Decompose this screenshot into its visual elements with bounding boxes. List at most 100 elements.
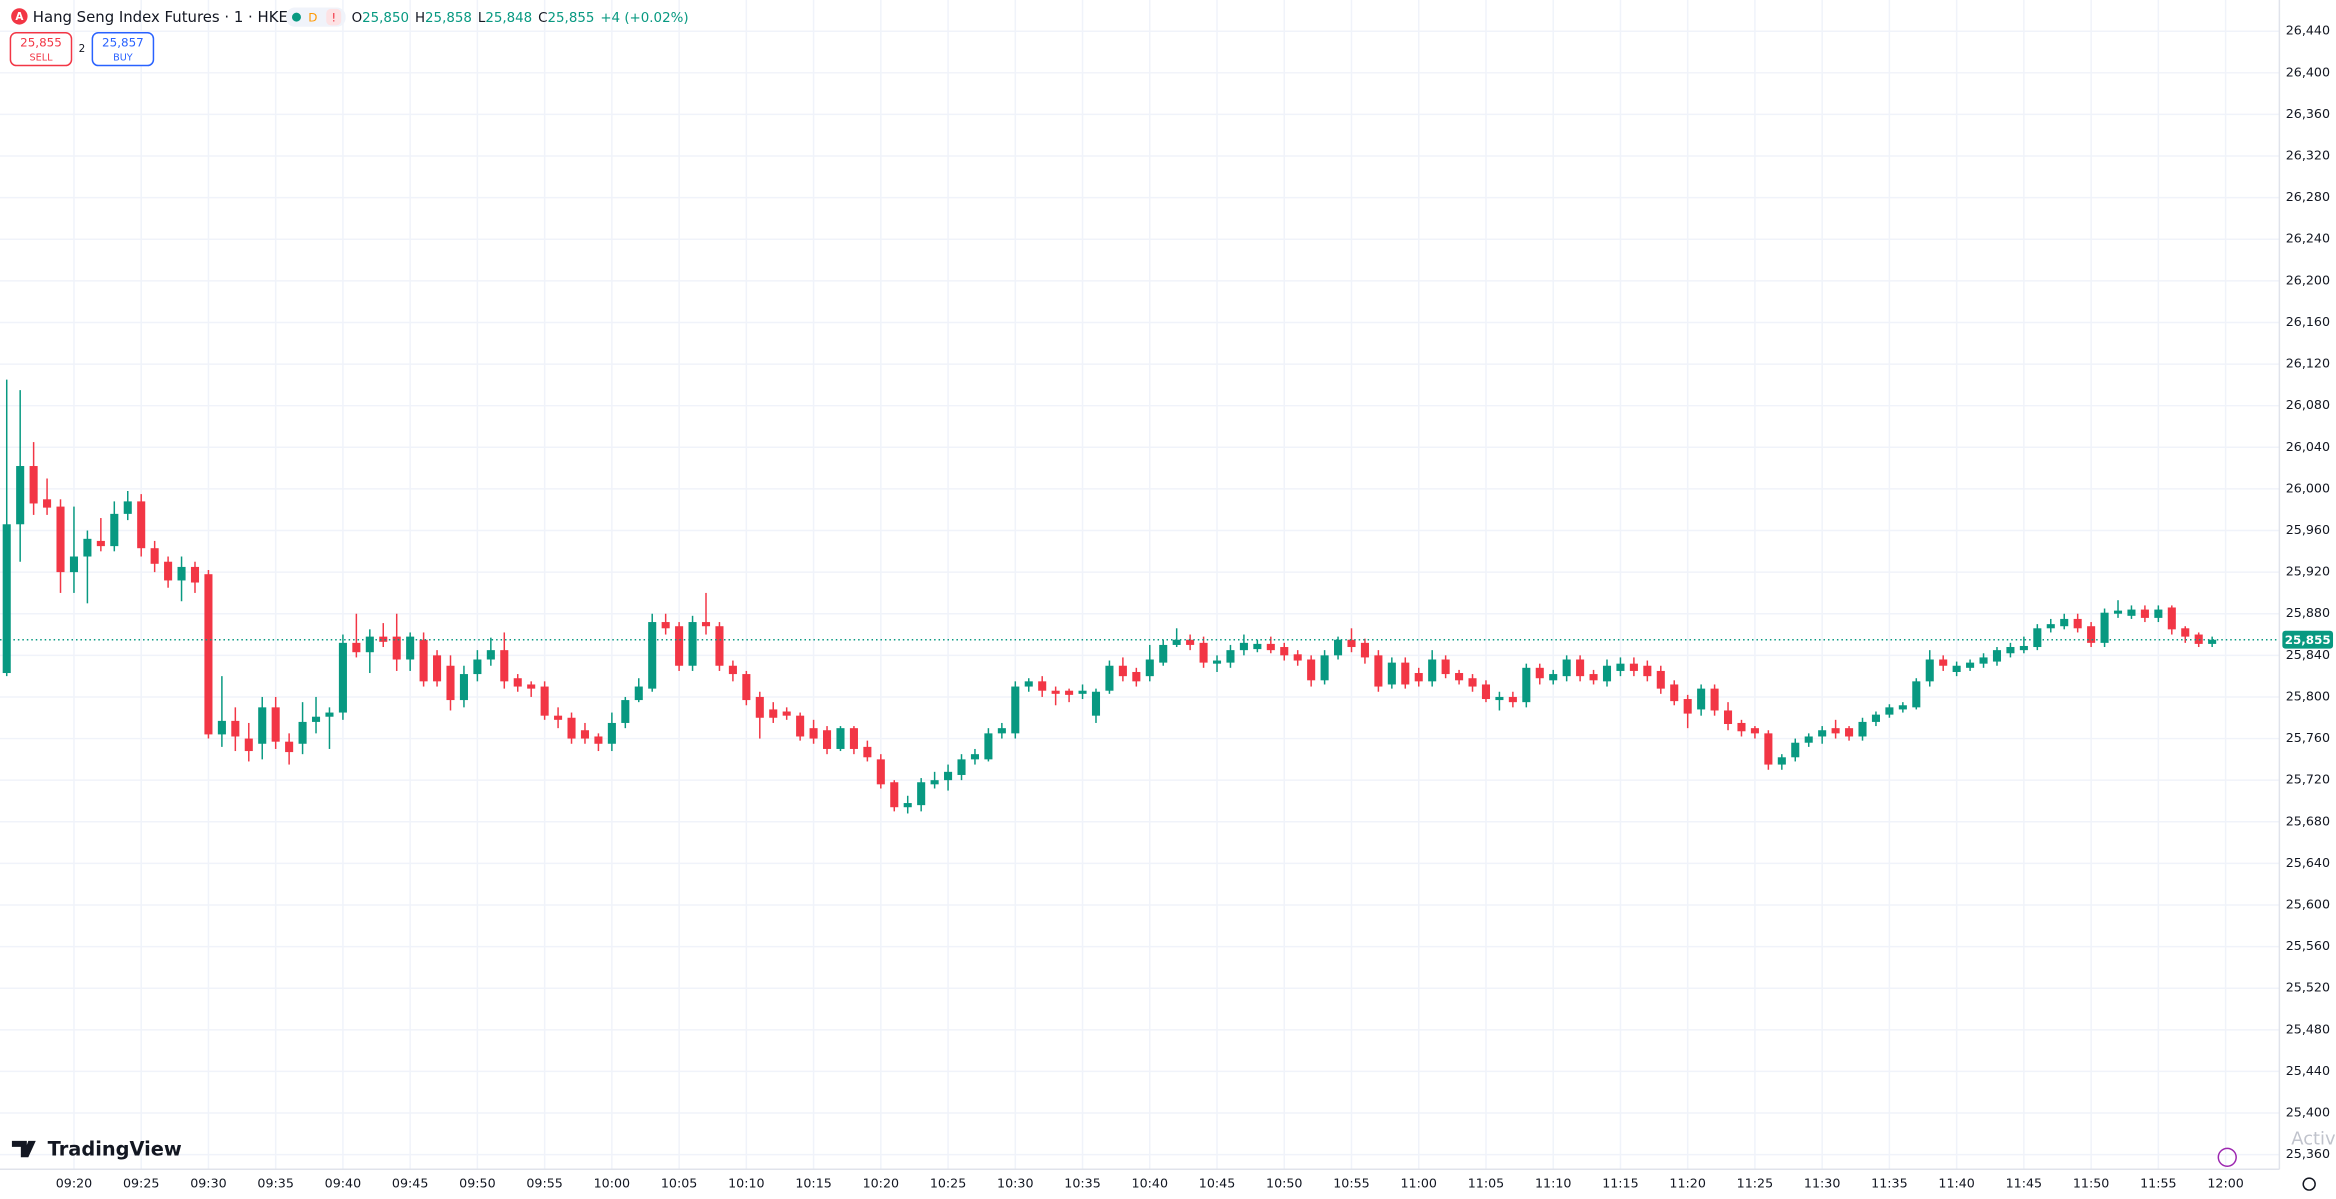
legend-header: A Hang Seng Index Futures · 1 · HKEX D !… <box>9 7 689 67</box>
candle-body <box>2033 628 2042 648</box>
candle-body <box>2154 609 2163 618</box>
x-tick-label: 11:40 <box>1938 1176 1974 1191</box>
y-tick-label: 25,800 <box>2286 688 2330 703</box>
status-flag-bg <box>326 8 342 26</box>
x-tick-label: 09:45 <box>392 1176 428 1191</box>
candle-body <box>83 538 92 557</box>
ohlc-change: +4 (+0.02%) <box>600 11 688 26</box>
candle-body <box>298 721 307 744</box>
candle-body <box>406 636 415 660</box>
candle-body <box>836 728 845 749</box>
candle-body <box>1374 655 1383 687</box>
candle-body <box>486 650 495 660</box>
buy-label: BUY <box>113 52 133 63</box>
ohlc-values: O 25,850 H 25,858 L 25,848 C 25,855 +4 (+0.02%) <box>352 11 689 26</box>
y-tick-label: 25,720 <box>2286 772 2330 787</box>
axes: 26,440 26,400 26,360 26,320 26,280 26,240 26,2… <box>56 23 2334 1191</box>
candle-body <box>419 639 428 682</box>
candle-body <box>1226 650 1235 663</box>
candle-body <box>2140 609 2149 618</box>
candle-body <box>271 707 280 742</box>
x-tick-label: 10:40 <box>1132 1176 1168 1191</box>
brand-name[interactable]: TradingView <box>48 1137 182 1160</box>
candle-body <box>150 548 159 564</box>
y-tick-label: 25,760 <box>2286 730 2330 745</box>
candle-body <box>1145 659 1154 677</box>
candle-body <box>1562 659 1571 677</box>
brand-logo <box>11 1140 36 1158</box>
settings-button[interactable] <box>2302 1177 2316 1191</box>
brand: TradingView <box>11 1137 182 1160</box>
candle-body <box>285 741 294 753</box>
candle-body <box>2113 610 2123 614</box>
candle-body <box>311 716 321 722</box>
y-tick-label: 25,400 <box>2286 1105 2330 1120</box>
x-tick-label: 10:30 <box>997 1176 1033 1191</box>
y-tick-label: 25,640 <box>2286 855 2330 870</box>
candle-body <box>715 626 724 666</box>
candle-body <box>231 720 240 737</box>
candle-body <box>1481 684 1491 700</box>
candle-body <box>1051 690 1060 694</box>
candle-body <box>1723 710 1733 724</box>
candle-body <box>1845 728 1854 737</box>
x-tick-label: 10:05 <box>661 1176 697 1191</box>
sell-button[interactable] <box>9 32 73 67</box>
y-tick-label: 25,520 <box>2286 980 2330 995</box>
candle-body <box>1697 688 1706 710</box>
candle-body <box>177 566 186 581</box>
candle-body <box>876 759 885 785</box>
symbol-title[interactable]: Hang Seng Index Futures · 1 · HKEX <box>33 8 298 26</box>
candle-body <box>701 622 711 627</box>
y-tick-label: 26,400 <box>2286 64 2330 79</box>
candle-body <box>2194 634 2203 644</box>
buy-button[interactable] <box>91 32 155 67</box>
candle-body <box>379 636 388 642</box>
x-tick-label: 09:20 <box>56 1176 92 1191</box>
candle-body <box>782 711 791 716</box>
status-flag: ! <box>331 10 336 24</box>
candle-body <box>2127 609 2136 616</box>
candle-body <box>849 728 858 749</box>
y-tick-label: 26,440 <box>2286 23 2330 38</box>
candle-body <box>607 722 616 744</box>
candle-body <box>352 642 361 653</box>
candle-body <box>2019 645 2028 651</box>
ohlc-value: 25,850 <box>362 11 409 26</box>
lightning-button[interactable] <box>2217 1147 2237 1167</box>
candle-body <box>944 771 953 781</box>
candle-body <box>1912 681 1921 708</box>
x-tick-label: 10:20 <box>863 1176 899 1191</box>
y-tick-label: 25,600 <box>2286 896 2330 911</box>
candle-body <box>997 728 1006 734</box>
candle-body <box>540 686 549 716</box>
y-tick-label: 26,120 <box>2286 356 2330 371</box>
candle-body <box>217 720 226 735</box>
candle-body <box>1777 757 1786 765</box>
candle-body <box>1091 691 1101 716</box>
candle-body <box>890 782 899 808</box>
y-tick-label: 26,000 <box>2286 480 2330 495</box>
candle-body <box>1011 686 1020 734</box>
candle-body <box>1428 659 1437 682</box>
candle-body <box>2 524 11 674</box>
candle-body <box>2006 647 2015 654</box>
candle-body <box>2167 607 2176 630</box>
candle-body <box>957 759 966 775</box>
candle-body <box>204 574 213 735</box>
status-flag: D <box>308 10 317 24</box>
y-tick-label: 26,280 <box>2286 189 2330 204</box>
candle-body <box>769 709 778 718</box>
candle-body <box>1831 728 1840 734</box>
symbol-badge-text: A <box>15 11 23 23</box>
x-tick-label: 11:35 <box>1871 1176 1907 1191</box>
candle-body <box>1401 662 1410 685</box>
candle-body <box>1670 684 1679 702</box>
candle-body <box>1199 642 1208 663</box>
spread: 2 <box>79 43 86 55</box>
candle-body <box>2100 612 2109 643</box>
x-tick-label: 11:45 <box>2006 1176 2042 1191</box>
y-tick-label: 25,440 <box>2286 1063 2330 1078</box>
candle-body <box>1898 705 1907 710</box>
